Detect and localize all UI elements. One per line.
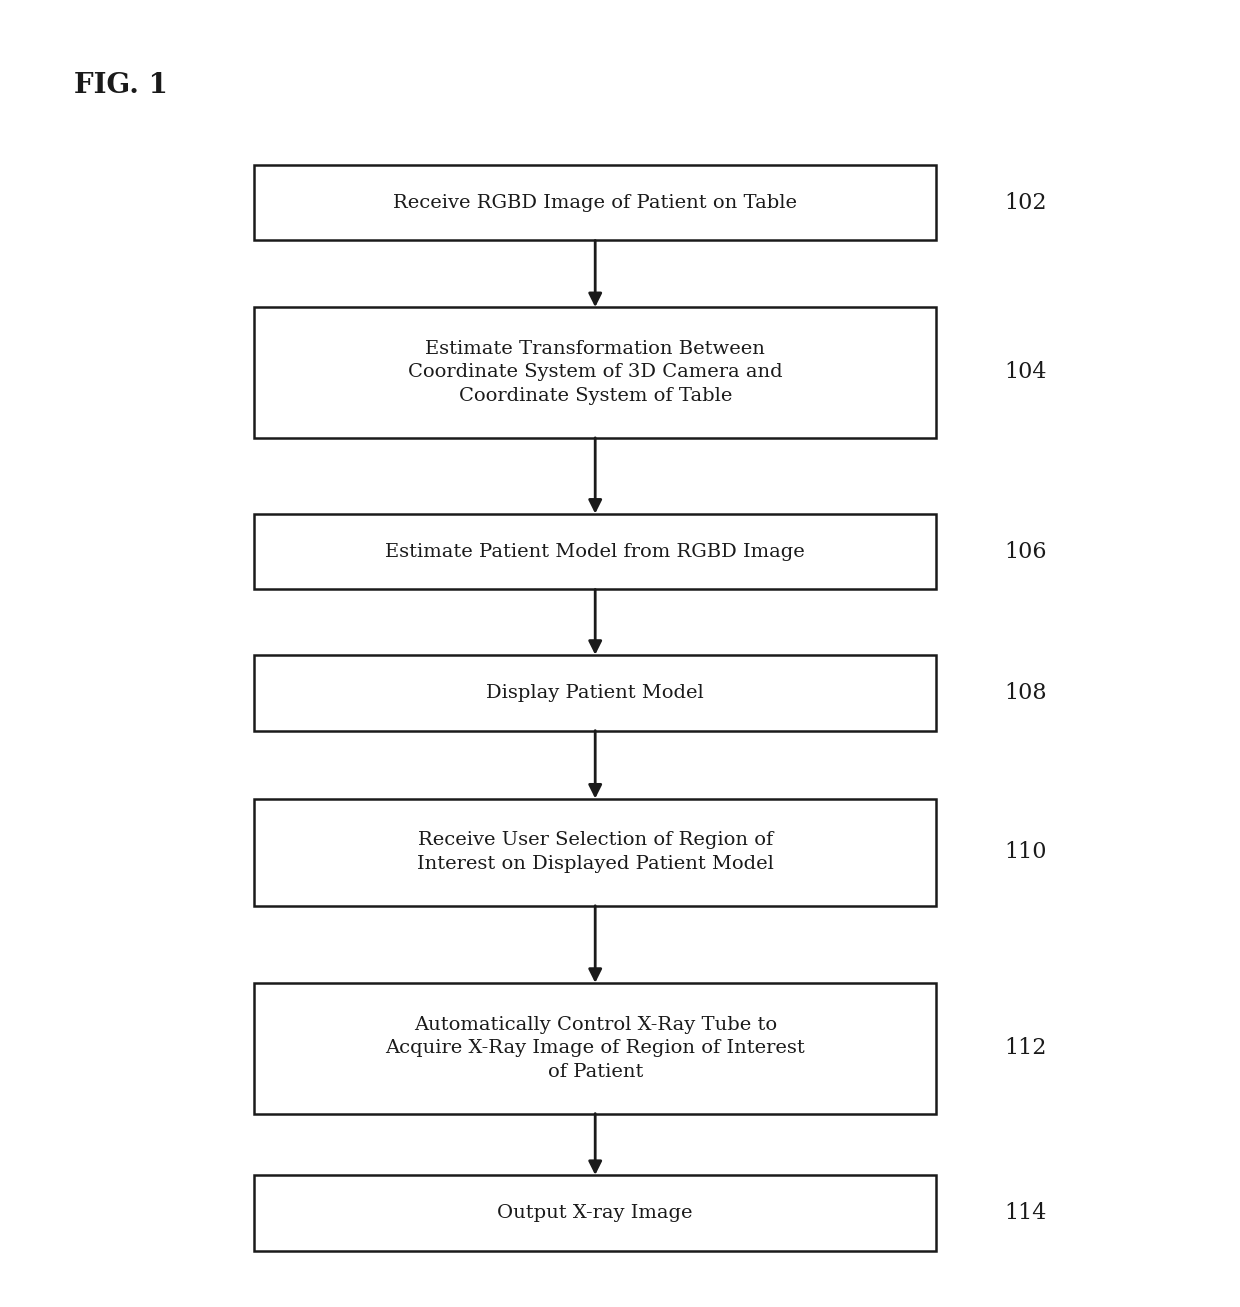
Text: 108: 108 — [1004, 682, 1047, 703]
FancyBboxPatch shape — [254, 983, 936, 1114]
Text: Output X-ray Image: Output X-ray Image — [497, 1204, 693, 1222]
Text: 114: 114 — [1004, 1202, 1047, 1223]
Text: Estimate Transformation Between
Coordinate System of 3D Camera and
Coordinate Sy: Estimate Transformation Between Coordina… — [408, 340, 782, 405]
Text: 106: 106 — [1004, 541, 1047, 562]
Text: FIG. 1: FIG. 1 — [74, 72, 169, 99]
Text: 112: 112 — [1004, 1038, 1047, 1059]
Text: Receive RGBD Image of Patient on Table: Receive RGBD Image of Patient on Table — [393, 193, 797, 212]
FancyBboxPatch shape — [254, 165, 936, 240]
Text: Estimate Patient Model from RGBD Image: Estimate Patient Model from RGBD Image — [386, 542, 805, 561]
FancyBboxPatch shape — [254, 307, 936, 438]
FancyBboxPatch shape — [254, 655, 936, 731]
Text: Display Patient Model: Display Patient Model — [486, 684, 704, 702]
FancyBboxPatch shape — [254, 514, 936, 589]
Text: 102: 102 — [1004, 192, 1047, 213]
FancyBboxPatch shape — [254, 799, 936, 906]
FancyBboxPatch shape — [254, 1175, 936, 1251]
Text: 104: 104 — [1004, 362, 1047, 383]
Text: Receive User Selection of Region of
Interest on Displayed Patient Model: Receive User Selection of Region of Inte… — [417, 831, 774, 873]
Text: 110: 110 — [1004, 842, 1047, 863]
Text: Automatically Control X-Ray Tube to
Acquire X-Ray Image of Region of Interest
of: Automatically Control X-Ray Tube to Acqu… — [386, 1016, 805, 1081]
